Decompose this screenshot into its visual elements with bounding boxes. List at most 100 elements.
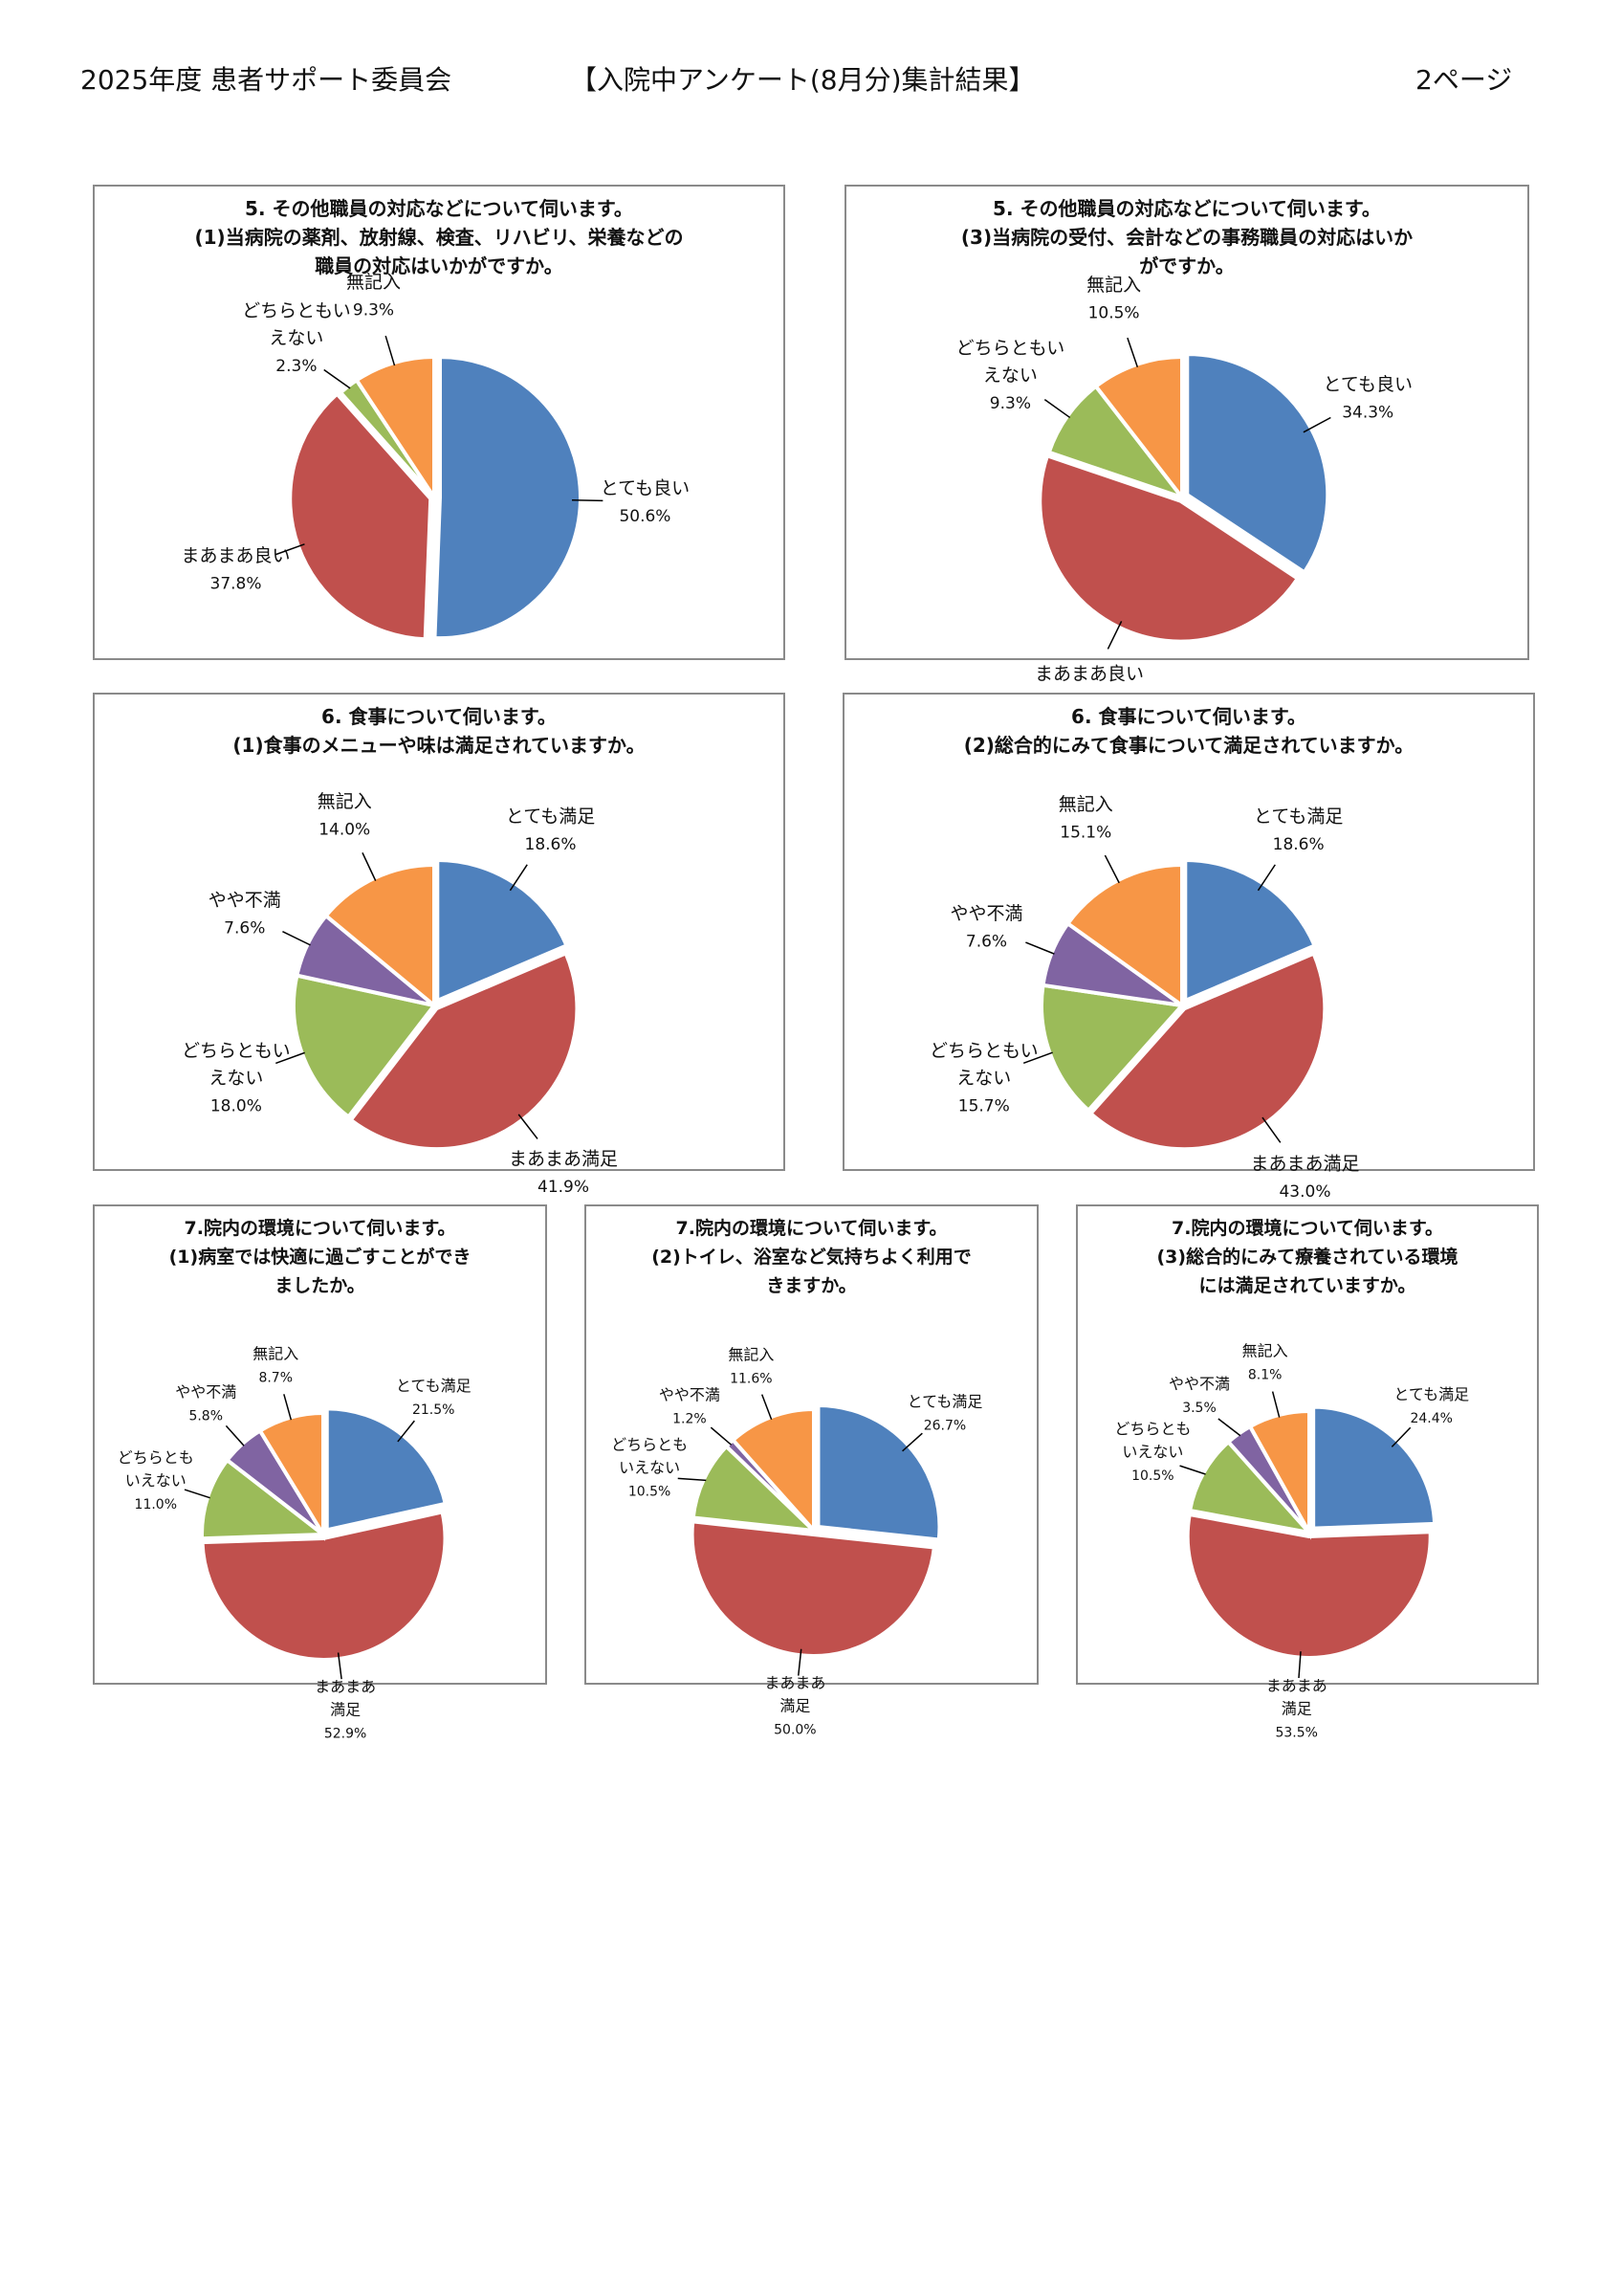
pie-chart-3: 6. 食事について伺います。 (1)食事のメニューや味は満足されていますか。 とても… — [93, 693, 785, 1197]
slice-percent: 50.0% — [774, 1723, 816, 1738]
leader-line — [184, 1489, 210, 1499]
leader-line — [275, 1051, 305, 1065]
pie-chart-2: 5. その他職員の対応などについて伺います。 (3)当病院の受付、会計などの事務職… — [844, 185, 1529, 712]
chart-title-line: きますか。 — [766, 1275, 857, 1296]
chart-title-line: 6. 食事について伺います。 — [321, 705, 557, 728]
slice-label: やや不満 — [208, 890, 281, 911]
leader-line — [572, 498, 603, 502]
pie-chart-6: 7.院内の環境について伺います。 (2)トイレ、浴室など気持ちよく利用で きますか。… — [584, 1204, 1039, 1738]
slice-percent: 10.5% — [628, 1485, 670, 1500]
leader-line — [337, 1652, 342, 1680]
chart-title-line: 5. その他職員の対応などについて伺います。 — [993, 197, 1381, 220]
leader-line — [274, 543, 305, 556]
header-report-title: 【入院中アンケート(8月分)集計結果】 — [570, 64, 1036, 96]
leader-line — [1104, 854, 1120, 884]
slice-label: まあまあ — [764, 1674, 825, 1692]
slice-percent: 15.1% — [1060, 824, 1111, 843]
pie-slice — [324, 1406, 449, 1533]
chart-title-line: 6. 食事について伺います。 — [1071, 705, 1306, 728]
slice-label: えない — [208, 1068, 263, 1089]
chart-title-line: (1)病室では快適に過ごすことができ — [168, 1247, 472, 1268]
pie-chart-5: 7.院内の環境について伺います。 (1)病室では快適に過ごすことができ ましたか。と… — [93, 1204, 547, 1741]
leader-line — [1391, 1426, 1412, 1447]
pie-slice — [432, 355, 582, 641]
slice-label: とても満足 — [1393, 1385, 1469, 1403]
chart-title-line: 7.院内の環境について伺います。 — [1172, 1218, 1443, 1239]
leader-line — [323, 368, 351, 389]
leader-line — [384, 335, 396, 366]
slice-label: まあまあ — [315, 1677, 376, 1695]
slice-label: えない — [269, 328, 323, 349]
slice-percent: 1.2% — [672, 1411, 707, 1426]
leader-line — [1025, 941, 1055, 955]
leader-line — [1127, 337, 1139, 367]
slice-label: とても良い — [1323, 374, 1412, 395]
slice-label: まあまあ満足 — [1250, 1154, 1359, 1175]
chart-title: 7.院内の環境について伺います。 (2)トイレ、浴室など気持ちよく利用で きますか。 — [586, 1214, 1037, 1300]
leader-line — [1107, 621, 1123, 650]
header-page-number: 2ページ — [1415, 64, 1513, 96]
pie-svg: とても良い34.3%まあまあ良い45.9%どちらともいえない9.3%無記入10.… — [956, 275, 1413, 712]
leader-line — [902, 1432, 923, 1452]
slice-label: どちらとも — [118, 1448, 194, 1467]
slice-label: どちらともい — [930, 1040, 1039, 1061]
pie-slice — [690, 1519, 937, 1658]
slice-percent: 7.6% — [224, 918, 265, 938]
slice-label: 無記入 — [346, 272, 401, 293]
chart-title: 5. その他職員の対応などについて伺います。 (1)当病院の薬剤、放射線、検査、リ… — [95, 194, 783, 280]
slice-percent: 18.6% — [1273, 835, 1325, 854]
slice-label: 満足 — [1282, 1699, 1312, 1717]
slice-label: やや不満 — [175, 1382, 236, 1401]
slice-percent: 41.9% — [537, 1178, 589, 1197]
slice-percent: 3.5% — [1182, 1401, 1217, 1416]
leader-line — [1303, 416, 1331, 433]
leader-line — [1043, 399, 1071, 419]
slice-label: えない — [983, 365, 1038, 386]
slice-label: やや不満 — [950, 903, 1022, 924]
slice-percent: 37.8% — [210, 575, 262, 594]
chart-title-line: (2)総合的にみて食事について満足されていますか。 — [963, 734, 1415, 757]
slice-percent: 18.6% — [525, 835, 577, 854]
slice-label: いえない — [1122, 1443, 1183, 1461]
slice-percent: 34.3% — [1342, 403, 1393, 422]
chart-title-line: 7.院内の環境について伺います。 — [184, 1218, 456, 1239]
slice-percent: 8.7% — [258, 1370, 293, 1385]
slice-label: 無記入 — [1059, 794, 1113, 815]
slice-label: 満足 — [779, 1697, 810, 1715]
slice-label: まあまあ良い — [182, 545, 291, 566]
slice-label: まあまあ良い — [1035, 663, 1144, 684]
chart-title: 5. その他職員の対応などについて伺います。 (3)当病院の受付、会計などの事務職… — [846, 194, 1527, 280]
chart-title-line: がですか。 — [1139, 254, 1235, 277]
slice-label: やや不満 — [659, 1385, 720, 1403]
slice-percent: 9.3% — [353, 301, 394, 320]
slice-label: どちらともい — [242, 300, 351, 321]
chart-title-line: (2)トイレ、浴室など気持ちよく利用で — [651, 1247, 972, 1268]
slice-label: 無記入 — [318, 791, 372, 812]
pie-chart-1: 5. その他職員の対応などについて伺います。 (1)当病院の薬剤、放射線、検査、リ… — [93, 185, 785, 660]
slice-label: 無記入 — [728, 1346, 774, 1364]
slice-percent: 10.5% — [1088, 303, 1140, 322]
pie-chart-7: 7.院内の環境について伺います。 (3)総合的にみて療養されている環境 には満足され… — [1076, 1204, 1539, 1740]
leader-line — [1217, 1418, 1241, 1437]
slice-percent: 9.3% — [990, 394, 1031, 413]
slice-percent: 53.5% — [1275, 1725, 1317, 1740]
leader-line — [282, 931, 311, 946]
leader-line — [362, 852, 377, 881]
slice-label: 無記入 — [252, 1344, 298, 1362]
slice-label: とても満足 — [908, 1393, 983, 1411]
slice-label: 満足 — [330, 1700, 361, 1718]
slice-label: どちらとも — [611, 1436, 688, 1454]
leader-line — [517, 1114, 538, 1139]
slice-percent: 14.0% — [318, 820, 370, 839]
leader-line — [1257, 864, 1276, 892]
leader-line — [1179, 1465, 1206, 1475]
leader-line — [710, 1426, 733, 1446]
chart-title-line: 7.院内の環境について伺います。 — [675, 1218, 948, 1239]
leader-line — [1261, 1116, 1282, 1143]
leader-line — [1271, 1391, 1281, 1418]
slice-percent: 52.9% — [324, 1726, 366, 1741]
slice-label: まあまあ — [1266, 1676, 1327, 1694]
